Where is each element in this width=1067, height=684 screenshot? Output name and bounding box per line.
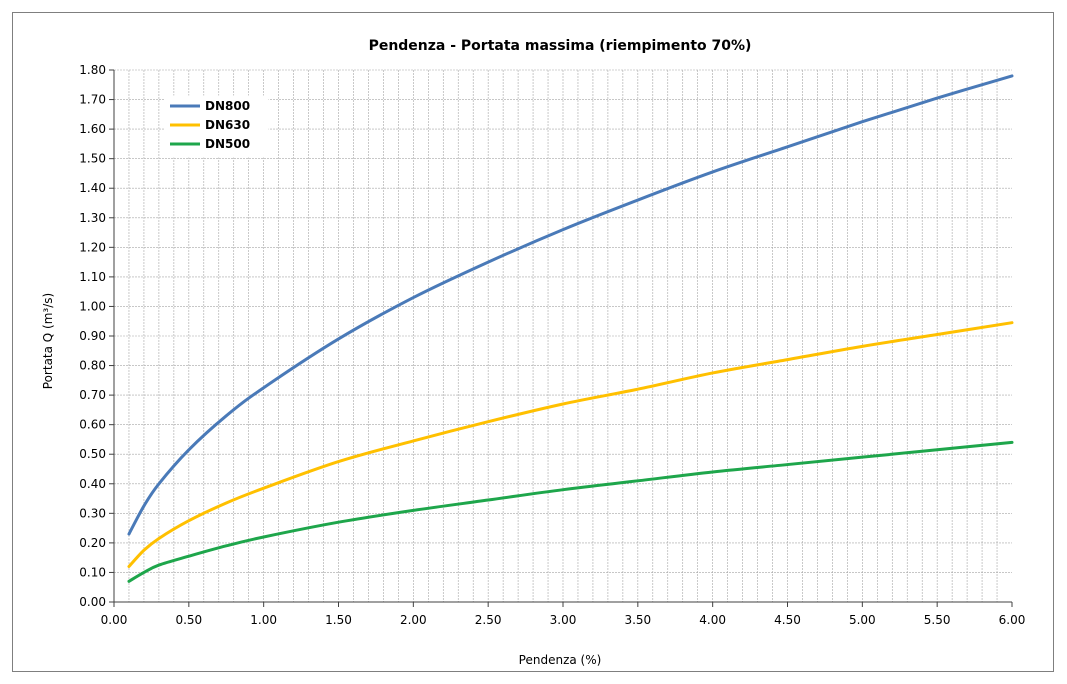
y-tick-label: 0.60: [79, 418, 106, 432]
tick-labels: 0.00 0.50 1.00 1.50 2.00 2.50 3.00 3.50 4.00 4.50…: [79, 63, 1025, 627]
x-tick-label: 4.50: [774, 613, 801, 627]
y-tick-label: 1.00: [79, 299, 106, 313]
series-line-dn800: [127, 74, 1014, 536]
series-lines: [127, 74, 1014, 583]
x-tick-label: 2.00: [400, 613, 427, 627]
x-tick-label: 1.50: [325, 613, 352, 627]
grid: [113, 69, 1012, 603]
y-tick-label: 1.40: [79, 181, 106, 195]
y-tick-label: 0.30: [79, 506, 106, 520]
x-tick-label: 0.50: [175, 613, 202, 627]
x-tick-label: 0.00: [101, 613, 128, 627]
y-tick-label: 0.90: [79, 329, 106, 343]
series-line-dn630: [127, 321, 1014, 569]
x-tick-label: 5.50: [924, 613, 951, 627]
x-tick-label: 3.50: [624, 613, 651, 627]
legend: DN800 DN630 DN500: [164, 95, 269, 158]
x-tick-label: 2.50: [475, 613, 502, 627]
y-tick-label: 1.50: [79, 152, 106, 166]
x-tick-label: 3.00: [550, 613, 577, 627]
legend-label-dn500: DN500: [205, 137, 250, 151]
y-tick-label: 0.40: [79, 477, 106, 491]
y-tick-label: 1.80: [79, 63, 106, 77]
legend-label-dn630: DN630: [205, 118, 250, 132]
y-tick-label: 1.20: [79, 240, 106, 254]
y-axis-label: Portata Q (m³/s): [41, 293, 55, 389]
x-tick-label: 4.00: [699, 613, 726, 627]
chart-title: Pendenza - Portata massima (riempimento …: [369, 38, 752, 54]
x-tick-label: 5.00: [849, 613, 876, 627]
series-line-dn500: [127, 440, 1014, 583]
y-tick-label: 0.10: [79, 565, 106, 579]
y-tick-label: 0.80: [79, 359, 106, 373]
legend-label-dn800: DN800: [205, 99, 250, 113]
x-tick-label: 6.00: [999, 613, 1026, 627]
y-tick-label: 1.70: [79, 93, 106, 107]
y-tick-label: 0.00: [79, 595, 106, 609]
y-tick-label: 0.50: [79, 447, 106, 461]
x-axis-label: Pendenza (%): [519, 653, 602, 667]
y-tick-label: 1.60: [79, 122, 106, 136]
x-tick-label: 1.00: [250, 613, 277, 627]
y-tick-label: 1.10: [79, 270, 106, 284]
y-tick-label: 0.70: [79, 388, 106, 402]
y-tick-label: 1.30: [79, 211, 106, 225]
y-tick-label: 0.20: [79, 536, 106, 550]
